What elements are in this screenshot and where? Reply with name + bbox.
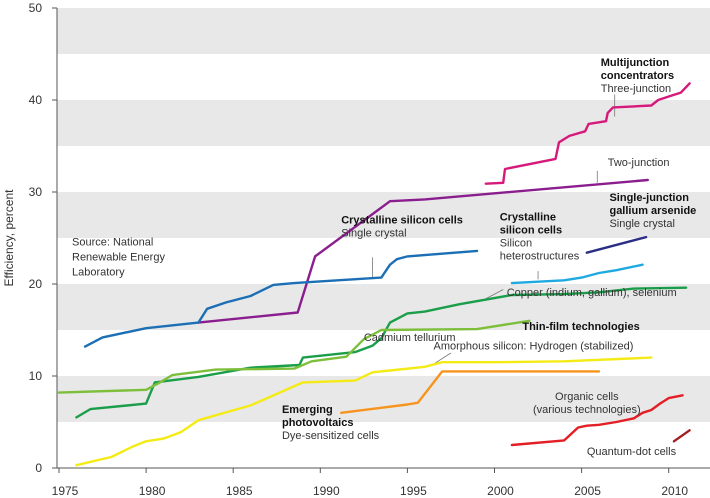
axes bbox=[56, 8, 710, 469]
grid-band-4 bbox=[57, 376, 710, 422]
leader-line-8 bbox=[433, 352, 452, 365]
annotation-2-line-1: gallium arsenide bbox=[609, 205, 696, 217]
annotations: MultijunctionconcentratorsThree-junction… bbox=[282, 57, 696, 458]
annotation-2-line-2: Single crystal bbox=[609, 218, 674, 230]
annotation-6: Cadmium tellurium bbox=[364, 332, 456, 344]
series-line-9 bbox=[510, 394, 684, 447]
source-note: Source: National Renewable Energy Labora… bbox=[72, 236, 165, 278]
annotation-4-line-1: silicon cells bbox=[500, 225, 562, 237]
annotation-2-line-0: Single-junction bbox=[609, 192, 689, 204]
annotation-9-line-0: Emerging bbox=[282, 404, 333, 416]
series-line-8 bbox=[340, 370, 601, 414]
annotation-10: Organic cells(various technologies) bbox=[533, 391, 641, 416]
source-line-1: Source: National bbox=[72, 236, 153, 248]
annotation-10-line-0: Organic cells bbox=[555, 391, 619, 403]
y-tick-label-1: 10 bbox=[29, 369, 43, 383]
y-tick-label-5: 50 bbox=[29, 1, 43, 15]
annotation-7-line-0: Thin-film technologies bbox=[522, 321, 639, 333]
annotation-3-line-0: Crystalline silicon cells bbox=[341, 214, 463, 226]
leader-line-5 bbox=[485, 289, 504, 300]
annotation-8: Amorphous silicon: Hydrogen (stabilized) bbox=[434, 340, 634, 352]
annotation-11-line-0: Quantum-dot cells bbox=[587, 446, 677, 458]
series-lines bbox=[57, 82, 691, 467]
y-tick-label-4: 40 bbox=[29, 93, 43, 107]
annotation-8-line-0: Amorphous silicon: Hydrogen (stabilized) bbox=[434, 340, 634, 352]
x-tick-label-5: 2000 bbox=[487, 484, 514, 498]
annotation-1-line-0: Two-junction bbox=[608, 157, 670, 169]
annotation-9-line-2: Dye-sensitized cells bbox=[282, 430, 380, 442]
annotation-0-line-1: concentrators bbox=[601, 70, 674, 82]
series-line-0 bbox=[484, 82, 691, 185]
annotation-11: Quantum-dot cells bbox=[587, 446, 677, 458]
y-tick-label-0: 0 bbox=[35, 461, 42, 475]
annotation-5: Copper (indium, gallium), selenium bbox=[507, 287, 677, 299]
series-line-10 bbox=[672, 429, 691, 443]
y-axis-label: Efficiency, percent bbox=[2, 189, 16, 287]
x-tick-label-3: 1990 bbox=[313, 484, 340, 498]
series-line-2 bbox=[585, 235, 648, 254]
annotation-0-line-0: Multijunction bbox=[601, 57, 670, 69]
annotation-0-line-2: Three-junction bbox=[601, 83, 671, 95]
annotation-9-line-1: photovoltaics bbox=[282, 417, 354, 429]
annotation-4-line-0: Crystalline bbox=[500, 212, 556, 224]
tick-labels: 0 10 20 30 40 50 1975 1980 1985 1990 1995 2000 2005 2… bbox=[29, 1, 689, 498]
series-line-3 bbox=[83, 249, 479, 348]
leader-lines bbox=[372, 94, 616, 365]
series-line-6 bbox=[57, 319, 531, 394]
grid-band-0 bbox=[57, 8, 710, 54]
series-line-4 bbox=[510, 263, 644, 285]
series-line-1 bbox=[197, 178, 649, 324]
y-tick-label-2: 20 bbox=[29, 277, 43, 291]
annotation-4-line-2: Silicon bbox=[500, 238, 532, 250]
annotation-6-line-0: Cadmium tellurium bbox=[364, 332, 456, 344]
source-line-3: Laboratory bbox=[72, 266, 125, 278]
annotation-5-line-0: Copper (indium, gallium), selenium bbox=[507, 287, 677, 299]
annotation-4-line-3: heterostructures bbox=[500, 251, 580, 263]
annotation-10-line-1: (various technologies) bbox=[533, 404, 641, 416]
x-tick-label-6: 2005 bbox=[574, 484, 601, 498]
annotation-7: Thin-film technologies bbox=[522, 321, 639, 333]
x-tick-label-4: 1995 bbox=[400, 484, 427, 498]
annotation-3-line-1: Single crystal bbox=[341, 227, 406, 239]
source-line-2: Renewable Energy bbox=[72, 251, 165, 263]
x-tick-label-7: 2010 bbox=[661, 484, 688, 498]
annotation-1: Two-junction bbox=[608, 157, 670, 169]
grid-band-2 bbox=[57, 192, 710, 238]
x-tick-label-1: 1980 bbox=[139, 484, 166, 498]
y-tick-label-3: 30 bbox=[29, 185, 43, 199]
series-line-7 bbox=[75, 356, 653, 467]
x-tick-label-0: 1975 bbox=[52, 484, 79, 498]
x-tick-label-2: 1985 bbox=[226, 484, 253, 498]
